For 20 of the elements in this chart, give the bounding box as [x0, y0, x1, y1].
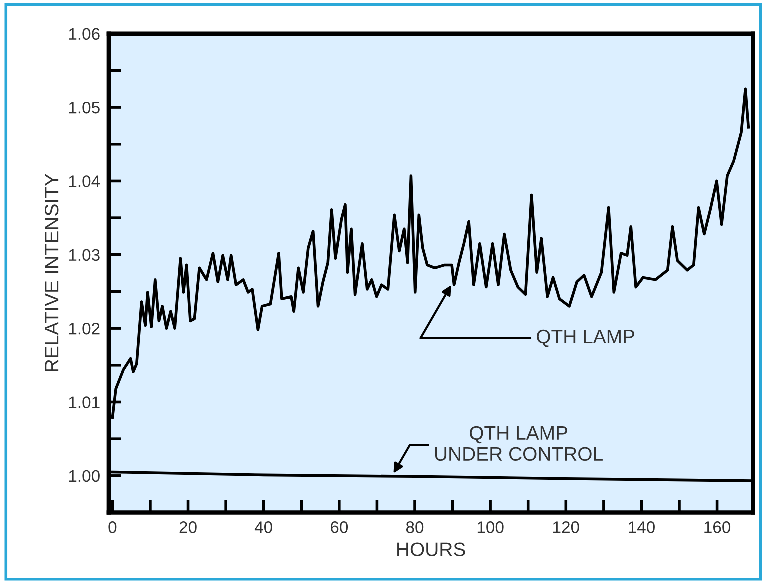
- y-tick-label: 1.00: [69, 470, 100, 482]
- x-tick-label: 100: [478, 522, 504, 534]
- annotation: QTH LAMP: [537, 330, 634, 348]
- x-tick-label: 160: [704, 522, 731, 534]
- y-axis-title: RELATIVE INTENSITY: [44, 174, 59, 372]
- y-tick-label: 1.03: [69, 249, 100, 262]
- x-tick-label: 0: [108, 522, 117, 534]
- x-tick-label: 80: [406, 522, 424, 534]
- y-tick-label: 1.05: [69, 102, 100, 114]
- x-tick-label: 120: [554, 522, 580, 534]
- x-tick-label: 140: [629, 522, 655, 534]
- y-tick-label: 1.01: [69, 396, 100, 408]
- y-tick-label: 1.04: [69, 176, 100, 188]
- x-tick-label: 60: [330, 522, 348, 534]
- x-tick-label: 40: [254, 522, 272, 534]
- x-axis-title: HOURS: [398, 542, 466, 556]
- y-tick-label: 1.06: [69, 28, 100, 40]
- annotation: QTH LAMP UNDER CONTROL: [435, 426, 603, 462]
- x-tick-label: 20: [180, 522, 197, 534]
- y-tick-label: 1.02: [69, 322, 100, 335]
